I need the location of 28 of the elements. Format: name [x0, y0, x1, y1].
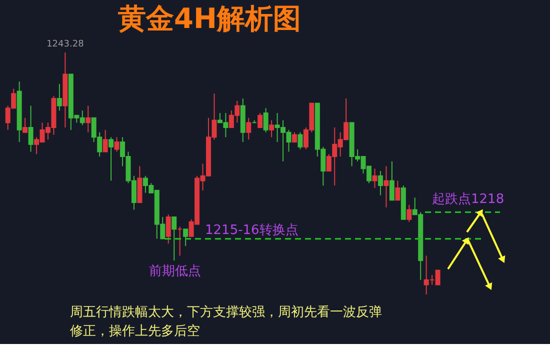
candlestick	[56, 83, 62, 112]
annotation: 前期低点	[149, 264, 201, 279]
candlestick	[298, 132, 303, 150]
candlestick	[172, 216, 177, 262]
candlestick	[258, 112, 263, 128]
candlestick	[22, 117, 28, 133]
candlestick	[183, 228, 188, 247]
candlestick	[292, 132, 297, 143]
candlestick	[269, 120, 274, 138]
candlestick	[102, 129, 108, 152]
ref-line-label: 1215-16转换点	[205, 222, 298, 238]
chart-title: 黄金4H解析图	[117, 2, 301, 35]
text: 周五行情跌幅太大，下方支撑较强，周初先看一波反弹修正，操作上先多后空	[70, 304, 382, 339]
candlestick	[86, 105, 91, 133]
candlestick	[28, 105, 34, 152]
candlestick	[108, 136, 114, 182]
candlestick	[389, 160, 394, 201]
candlestick	[166, 214, 171, 244]
candlestick	[384, 166, 389, 208]
candlestick	[395, 180, 400, 201]
candlestick	[263, 108, 268, 133]
candlestick	[372, 168, 378, 188]
candlestick	[406, 204, 412, 222]
ref-line-label: 起跌点1218	[432, 192, 504, 208]
candlestick	[378, 170, 383, 196]
candlestick	[246, 117, 252, 140]
candlestick	[114, 136, 120, 152]
text: 1243.28	[46, 40, 84, 50]
